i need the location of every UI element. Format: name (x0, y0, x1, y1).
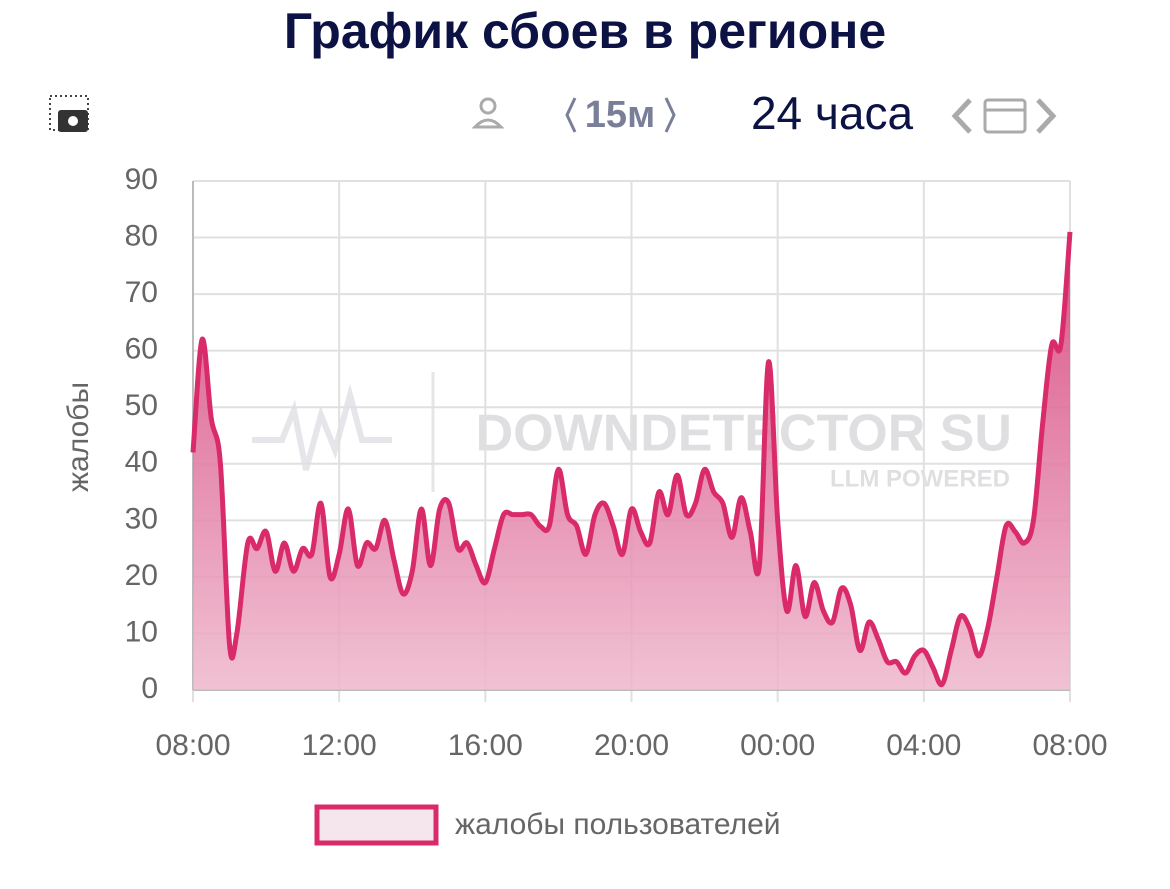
y-tick-label: 90 (125, 163, 158, 196)
range-label[interactable]: 24 часа (751, 87, 913, 139)
x-tick-label: 08:00 (155, 729, 230, 762)
camera-lens (68, 116, 78, 126)
x-tick-label: 08:00 (1032, 729, 1107, 762)
screenshot-button[interactable] (49, 95, 89, 132)
y-tick-label: 40 (125, 446, 158, 479)
watermark: DOWNDETECTOR SU LLM POWERED (252, 372, 1012, 492)
y-tick-label: 80 (125, 219, 158, 252)
x-tick-label: 16:00 (448, 729, 523, 762)
legend-swatch (314, 804, 439, 846)
y-tick-label: 50 (125, 389, 158, 422)
interval-chevrons (565, 97, 676, 133)
line (190, 231, 1073, 688)
legend-label: жалобы пользователей (455, 808, 781, 841)
plot: 0 10 20 30 40 50 60 70 80 90 08:00 12:00 16:00 20:00 0… (125, 163, 1108, 762)
y-tick-label: 20 (125, 559, 158, 592)
x-tick-label: 12:00 (302, 729, 377, 762)
y-tick-label: 10 (125, 615, 158, 648)
user-icon[interactable] (471, 97, 505, 129)
chart-title: График сбоев в регионе (284, 3, 886, 59)
y-tick-label: 60 (125, 333, 158, 366)
date-nav[interactable] (951, 98, 1057, 134)
interval-selector[interactable]: 15м (565, 94, 676, 136)
x-tick-label: 20:00 (594, 729, 669, 762)
watermark-tagline: LLM POWERED (830, 465, 1010, 492)
y-axis-label: жалобы (62, 382, 95, 492)
watermark-brand: DOWNDETECTOR SU (476, 405, 1012, 463)
interval-label: 15м (585, 94, 655, 136)
y-tick-label: 30 (125, 502, 158, 535)
y-tick-label: 70 (125, 276, 158, 309)
x-tick-label: 04:00 (886, 729, 961, 762)
y-tick-label: 0 (141, 672, 158, 705)
x-tick-label: 00:00 (740, 729, 815, 762)
